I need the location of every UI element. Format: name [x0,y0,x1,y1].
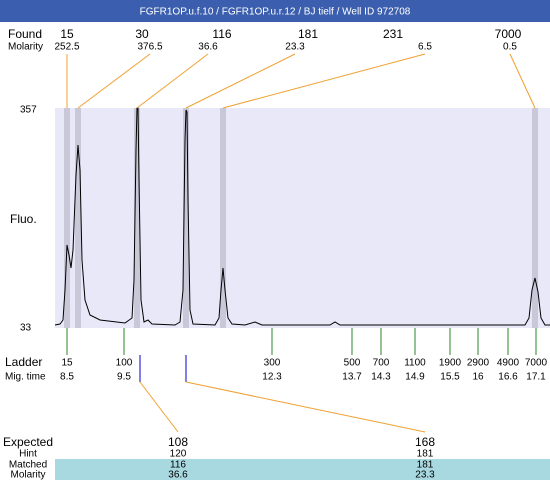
found-size: 116 [212,27,231,41]
found-size: 181 [298,27,318,41]
ladder-time: 16 [472,372,484,383]
found-molarity: 6.5 [418,42,432,53]
hint-value: 120 [170,449,187,460]
found-size: 30 [135,27,149,41]
connector [139,381,179,433]
y-label: Fluo. [10,212,37,226]
ladder-time: 15.5 [440,372,460,383]
connector [136,53,209,109]
found-size: 7000 [495,27,522,41]
expected-value: 168 [415,435,435,449]
connector [185,53,296,109]
ladder-size: 100 [116,358,133,369]
ladder-size: 1900 [439,358,462,369]
expected-value: 108 [168,435,188,449]
ladder-label: Ladder [5,355,42,369]
found-molarity: 23.3 [285,42,305,53]
ladder-size: 700 [373,358,390,369]
connector [222,53,426,109]
mig-time-label: Mig. time [5,372,46,383]
ladder-size: 15 [61,358,73,369]
found-molarity: 252.5 [54,42,79,53]
connector [185,381,426,433]
ladder-time: 8.5 [60,372,74,383]
title: FGFR1OP.u.f.10 / FGFR1OP.u.r.12 / BJ tie… [140,7,411,18]
connector [509,53,536,109]
found-size: 15 [60,27,74,41]
expected-label: Expected [3,435,53,449]
molarity-label: Molarity [8,42,43,53]
matched-band [55,459,550,480]
ladder-size: 2900 [467,358,490,369]
molarity-label: Molarity [10,470,45,480]
ladder-size: 300 [264,358,281,369]
ladder-time: 14.3 [371,372,391,383]
ladder-time: 17.1 [526,372,546,383]
matched-value: 181 [417,460,434,471]
matched-label: Matched [9,460,47,471]
found-molarity: 0.5 [503,42,517,53]
found-molarity: 36.6 [198,42,218,53]
matched-value: 116 [170,460,186,471]
found-label: Found [8,27,42,41]
ladder-time: 13.7 [342,372,362,383]
hint-label: Hint [19,449,37,460]
found-size: 231 [383,27,403,41]
molarity-value: 36.6 [168,470,188,480]
ladder-time: 12.3 [262,372,282,383]
ladder-size: 7000 [525,358,548,369]
ladder-size: 4900 [497,358,520,369]
ladder-time: 14.9 [405,372,425,383]
ladder-size: 1100 [404,358,426,369]
ladder-time: 16.6 [498,372,518,383]
found-molarity: 376.5 [137,42,162,53]
hint-value: 181 [417,449,434,460]
molarity-value: 23.3 [415,470,435,480]
ladder-size: 500 [344,358,361,369]
ladder-time: 9.5 [117,372,131,383]
peak-bands [64,108,538,328]
connector [77,53,151,109]
title-bar [0,0,550,22]
y-min: 33 [20,323,32,334]
trace [54,107,550,326]
y-max: 357 [20,105,37,116]
plot-area [55,108,550,328]
